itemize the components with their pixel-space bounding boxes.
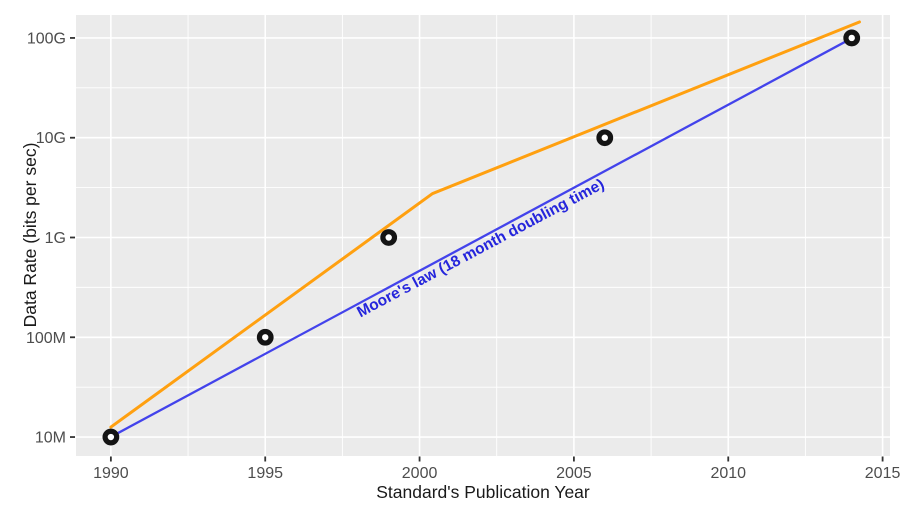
- minor-gridlines: [76, 15, 890, 456]
- y-axis-tick-labels: 10M 100M 1G 10G 100G: [26, 30, 66, 446]
- y-tick-label: 10M: [35, 430, 66, 447]
- data-points: [102, 29, 861, 446]
- data-point-2014: [843, 29, 861, 47]
- x-tick-label: 2000: [402, 465, 438, 482]
- data-point-1999: [380, 229, 398, 246]
- x-axis-tick-labels: 1990 1995 2000 2005 2010 2015: [93, 465, 900, 482]
- series-line-moores-law: [116, 36, 854, 435]
- x-tick-label: 2005: [556, 465, 592, 482]
- x-axis-title: Standard's Publication Year: [376, 482, 590, 502]
- series-lines: [109, 20, 861, 435]
- y-axis-title: Data Rate (bits per sec): [20, 143, 40, 328]
- major-gridlines: [76, 15, 890, 456]
- x-tick-label: 1995: [247, 465, 283, 482]
- x-tick-label: 1990: [93, 465, 129, 482]
- data-point-1990: [102, 428, 120, 446]
- y-tick-label: 10G: [36, 130, 66, 147]
- y-tick-label: 100G: [27, 30, 66, 47]
- data-point-1995: [256, 328, 274, 346]
- y-tick-label: 1G: [45, 230, 66, 247]
- axis-tick-marks: [70, 37, 884, 462]
- data-point-2006: [596, 129, 614, 147]
- x-tick-label: 2010: [710, 465, 746, 482]
- series-line-standards-trend: [109, 20, 861, 429]
- x-tick-label: 2015: [865, 465, 901, 482]
- y-tick-label: 100M: [26, 330, 66, 347]
